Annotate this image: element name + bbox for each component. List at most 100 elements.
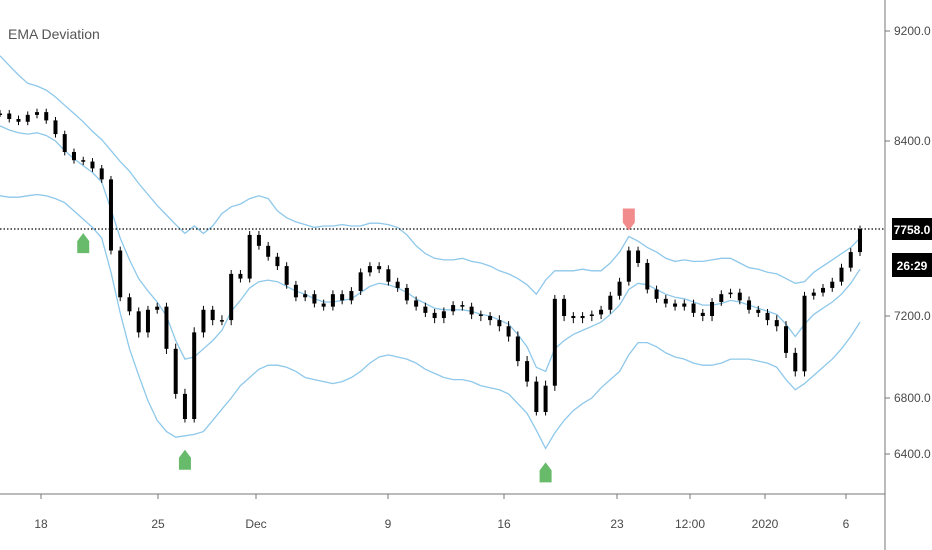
candle xyxy=(617,277,622,300)
candle xyxy=(858,225,862,256)
candle-body xyxy=(765,312,770,321)
candle-body xyxy=(469,306,474,315)
candle-body xyxy=(673,303,678,307)
candle-body xyxy=(441,311,446,319)
candle xyxy=(266,241,271,261)
candle xyxy=(293,280,298,302)
candle xyxy=(127,293,132,316)
candle xyxy=(321,299,326,311)
candle xyxy=(654,285,659,303)
candle-body xyxy=(25,114,30,122)
buy-signal-marker[interactable] xyxy=(178,449,191,470)
candle-body xyxy=(62,134,67,152)
x-tick-label: 18 xyxy=(34,517,48,531)
candle-body xyxy=(182,393,187,419)
candle xyxy=(636,246,641,267)
candle xyxy=(25,111,30,126)
countdown-label: 26:29 xyxy=(897,259,928,273)
candle xyxy=(710,298,715,322)
candle xyxy=(747,296,752,314)
candle-body xyxy=(330,294,335,307)
price-badges: 7758.0 26:29 xyxy=(892,218,932,277)
candle-body xyxy=(16,119,21,122)
candle-body xyxy=(349,291,354,301)
candle xyxy=(663,294,668,308)
candle xyxy=(62,130,67,156)
candle-body xyxy=(229,273,234,321)
candle-body xyxy=(395,281,400,288)
candle xyxy=(626,246,631,286)
candle-body xyxy=(562,298,567,316)
candle xyxy=(219,315,224,326)
candle-body xyxy=(377,266,382,270)
candle xyxy=(589,310,594,322)
candle xyxy=(247,231,252,283)
candle xyxy=(608,291,613,314)
plot-area[interactable] xyxy=(0,55,885,483)
candle xyxy=(673,299,678,311)
candle xyxy=(81,156,86,165)
candle xyxy=(830,277,835,292)
candle xyxy=(793,347,798,377)
x-axis[interactable]: 18 25 Dec 9 16 23 12:00 2020 6 xyxy=(34,494,850,531)
last-price-label: 7758.0 xyxy=(894,223,931,237)
candle xyxy=(312,290,317,308)
candle xyxy=(386,265,391,286)
candle-body xyxy=(127,297,132,312)
candle-body xyxy=(340,294,345,301)
candle-body xyxy=(432,312,437,319)
candle-body xyxy=(839,267,844,282)
candle xyxy=(7,110,12,123)
y-axis[interactable]: 9200.0 8400.0 7200.0 6800.0 6400.0 xyxy=(885,24,931,461)
y-tick-label: 8400.0 xyxy=(894,134,931,148)
candle-body xyxy=(858,229,862,253)
candle-body xyxy=(275,256,280,267)
candle xyxy=(488,312,493,326)
candle xyxy=(599,305,604,320)
candle-body xyxy=(136,311,141,333)
candle xyxy=(229,270,234,326)
candle-body xyxy=(53,120,58,135)
candle-body xyxy=(460,305,465,307)
x-tick-label: 12:00 xyxy=(675,517,705,531)
candle-body xyxy=(293,284,298,298)
candle xyxy=(145,305,150,338)
candle xyxy=(118,246,123,302)
candle-body xyxy=(784,326,789,353)
candle xyxy=(580,312,585,324)
x-tick-label: 25 xyxy=(151,517,165,531)
candle-body xyxy=(525,361,530,382)
candle-body xyxy=(71,151,76,161)
candle xyxy=(53,116,58,138)
buy-signal-marker[interactable] xyxy=(539,462,552,483)
candle-body xyxy=(367,266,372,273)
candle xyxy=(155,302,160,314)
candle xyxy=(525,355,530,387)
candle xyxy=(423,302,428,318)
candle xyxy=(691,299,696,318)
candle-body xyxy=(543,385,548,412)
candle-body xyxy=(534,381,539,412)
candle xyxy=(552,294,557,391)
candle-body xyxy=(626,250,631,282)
candle xyxy=(728,288,733,299)
buy-signal-marker[interactable] xyxy=(77,233,90,254)
candle-body xyxy=(506,326,511,337)
candle-body xyxy=(312,294,317,304)
candle-body xyxy=(238,273,243,279)
chart-title: EMA Deviation xyxy=(8,26,100,42)
candle xyxy=(645,259,650,294)
candle xyxy=(192,327,197,423)
candle xyxy=(451,301,456,316)
candle-body xyxy=(848,252,853,268)
candle xyxy=(506,321,511,342)
middle-band-line xyxy=(0,125,861,373)
candle xyxy=(164,302,169,354)
candle xyxy=(108,175,113,255)
candle-body xyxy=(636,250,641,263)
sell-signal-marker[interactable] xyxy=(622,208,635,231)
candle xyxy=(201,305,206,338)
